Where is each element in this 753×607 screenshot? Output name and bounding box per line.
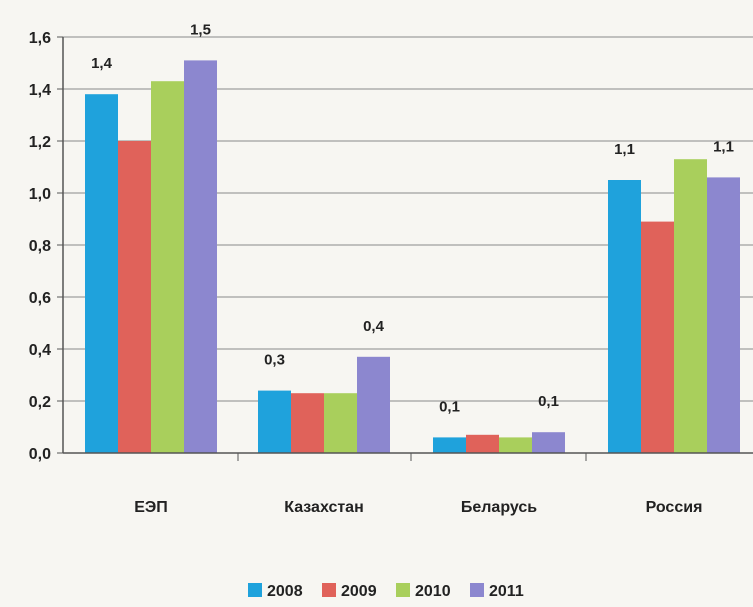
data-label: 0,1: [439, 398, 460, 415]
bars: [85, 60, 740, 454]
category-label: Казахстан: [284, 499, 364, 516]
data-label: 1,5: [190, 21, 211, 38]
legend-swatch: [248, 583, 262, 597]
bar: [324, 393, 357, 453]
y-tick-label: 0,2: [29, 394, 51, 411]
data-label: 1,4: [91, 55, 113, 72]
bar: [674, 159, 707, 453]
category-label: ЕЭП: [134, 499, 168, 516]
bar: [151, 81, 184, 453]
legend-swatch: [470, 583, 484, 597]
bar: [118, 141, 151, 453]
y-tick-label: 1,6: [29, 30, 51, 47]
y-tick-label: 1,4: [29, 82, 51, 99]
bar: [433, 437, 466, 453]
data-label: 1,1: [713, 138, 734, 155]
bar: [184, 60, 217, 454]
y-tick-label: 1,2: [29, 134, 51, 151]
y-tick-label: 0,8: [29, 238, 51, 255]
data-label: 0,1: [538, 393, 559, 410]
legend-label: 2010: [415, 583, 451, 600]
category-label: Россия: [646, 499, 703, 516]
y-tick-label: 0,6: [29, 290, 51, 307]
legend-label: 2008: [267, 583, 303, 600]
legend: 2008 2009 2010 2011: [248, 583, 524, 600]
bar: [357, 356, 390, 453]
y-tick-label: 1,0: [29, 186, 51, 203]
data-label: 1,1: [614, 141, 635, 158]
bar: [258, 390, 291, 453]
bar: [608, 180, 641, 453]
bar: [291, 393, 324, 453]
data-labels: 1,4 1,5 0,3 0,4 0,1 0,1 1,1 1,1: [91, 21, 734, 415]
bar: [499, 437, 532, 453]
y-tick-label: 0,4: [29, 342, 51, 359]
y-tick-label: 0,0: [29, 446, 51, 463]
legend-swatch: [322, 583, 336, 597]
data-label: 0,3: [264, 352, 285, 369]
bar: [85, 94, 118, 453]
axes: 0,0 0,2 0,4 0,6 0,8 1,0 1,2 1,4 1,6 ЕЭП Казахстан Б…: [29, 30, 753, 516]
bar: [532, 432, 565, 453]
bar: [707, 177, 740, 453]
legend-swatch: [396, 583, 410, 597]
bar: [466, 434, 499, 453]
bar: [641, 221, 674, 453]
legend-label: 2011: [489, 583, 524, 600]
legend-label: 2009: [341, 583, 377, 600]
category-label: Беларусь: [461, 499, 537, 516]
data-label: 0,4: [363, 318, 385, 335]
